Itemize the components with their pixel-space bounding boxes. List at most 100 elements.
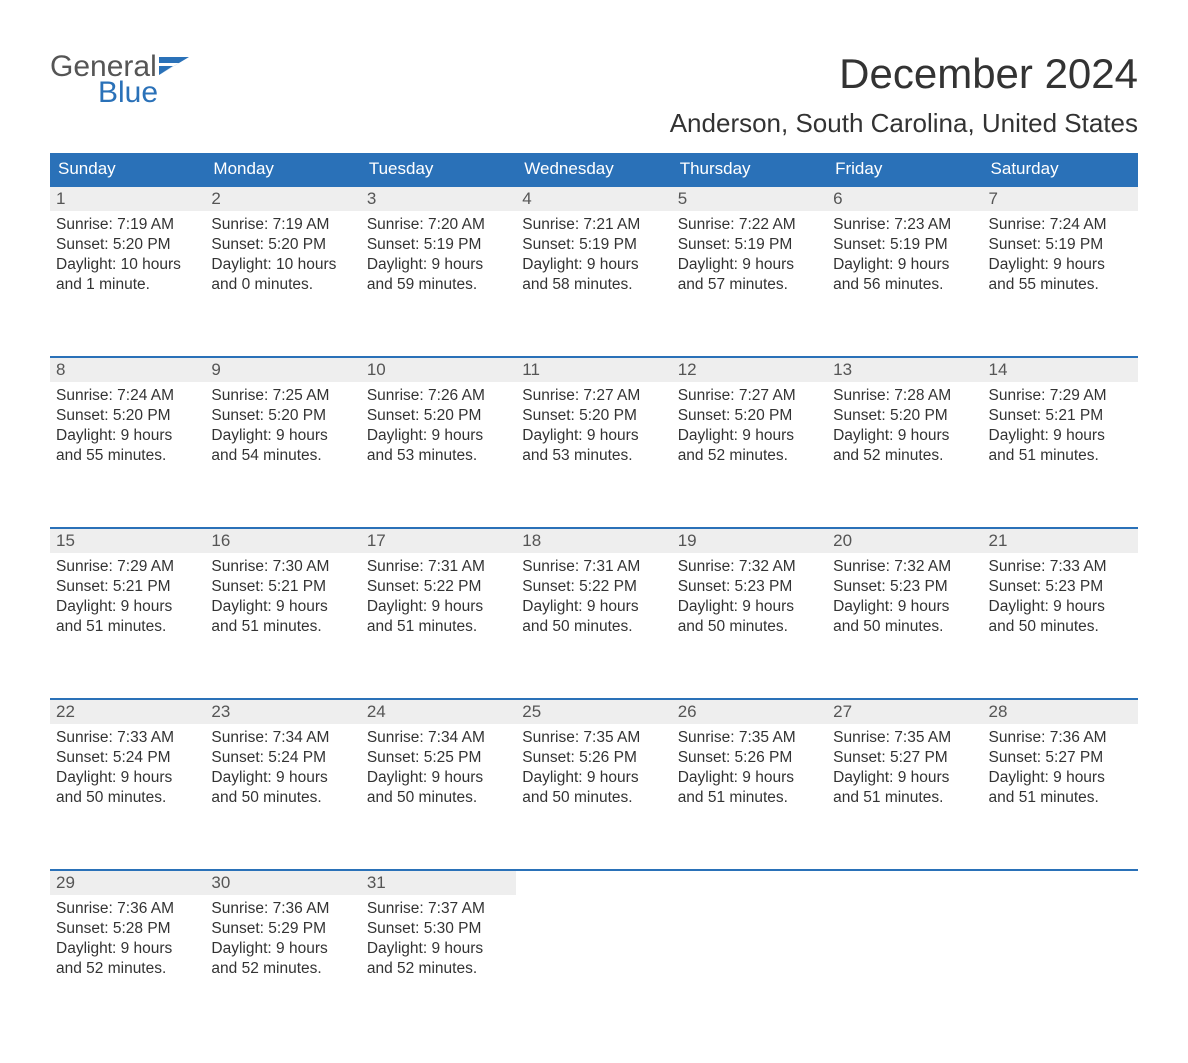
day-number-cell: 21 bbox=[983, 528, 1138, 553]
sunrise-line: Sunrise: 7:35 AM bbox=[833, 728, 976, 748]
day-content-cell: Sunrise: 7:36 AMSunset: 5:28 PMDaylight:… bbox=[50, 895, 205, 1023]
daylight-line-2: and 54 minutes. bbox=[211, 446, 354, 466]
daylight-line-1: Daylight: 9 hours bbox=[833, 426, 976, 446]
daylight-line-1: Daylight: 9 hours bbox=[211, 597, 354, 617]
day-content-cell: Sunrise: 7:21 AMSunset: 5:19 PMDaylight:… bbox=[516, 211, 671, 339]
day-content-cell: Sunrise: 7:27 AMSunset: 5:20 PMDaylight:… bbox=[516, 382, 671, 510]
week-daynum-row: 1234567 bbox=[50, 186, 1138, 211]
day-content-cell: Sunrise: 7:25 AMSunset: 5:20 PMDaylight:… bbox=[205, 382, 360, 510]
daylight-line-1: Daylight: 9 hours bbox=[678, 597, 821, 617]
sunrise-line: Sunrise: 7:33 AM bbox=[989, 557, 1132, 577]
sunrise-line: Sunrise: 7:19 AM bbox=[56, 215, 199, 235]
sunset-line: Sunset: 5:21 PM bbox=[989, 406, 1132, 426]
daylight-line-2: and 58 minutes. bbox=[522, 275, 665, 295]
week-daynum-row: 891011121314 bbox=[50, 357, 1138, 382]
daylight-line-1: Daylight: 9 hours bbox=[56, 426, 199, 446]
sunset-line: Sunset: 5:22 PM bbox=[522, 577, 665, 597]
day-content-cell: Sunrise: 7:37 AMSunset: 5:30 PMDaylight:… bbox=[361, 895, 516, 1023]
sunset-line: Sunset: 5:20 PM bbox=[56, 406, 199, 426]
day-number-cell: 22 bbox=[50, 699, 205, 724]
day-content-cell: Sunrise: 7:32 AMSunset: 5:23 PMDaylight:… bbox=[672, 553, 827, 681]
daylight-line-2: and 59 minutes. bbox=[367, 275, 510, 295]
daylight-line-1: Daylight: 9 hours bbox=[833, 597, 976, 617]
daylight-line-2: and 51 minutes. bbox=[678, 788, 821, 808]
week-daynum-row: 22232425262728 bbox=[50, 699, 1138, 724]
daylight-line-1: Daylight: 10 hours bbox=[56, 255, 199, 275]
daylight-line-1: Daylight: 9 hours bbox=[367, 597, 510, 617]
day-header: Wednesday bbox=[516, 153, 671, 186]
sunset-line: Sunset: 5:27 PM bbox=[989, 748, 1132, 768]
day-number-cell: 26 bbox=[672, 699, 827, 724]
sunset-line: Sunset: 5:23 PM bbox=[678, 577, 821, 597]
sunset-line: Sunset: 5:20 PM bbox=[211, 235, 354, 255]
sunrise-line: Sunrise: 7:31 AM bbox=[522, 557, 665, 577]
day-number-cell: 23 bbox=[205, 699, 360, 724]
daylight-line-2: and 50 minutes. bbox=[522, 788, 665, 808]
sunrise-line: Sunrise: 7:34 AM bbox=[211, 728, 354, 748]
daylight-line-1: Daylight: 9 hours bbox=[678, 768, 821, 788]
daylight-line-2: and 53 minutes. bbox=[367, 446, 510, 466]
daylight-line-2: and 56 minutes. bbox=[833, 275, 976, 295]
day-number-cell: 19 bbox=[672, 528, 827, 553]
sunset-line: Sunset: 5:21 PM bbox=[211, 577, 354, 597]
daylight-line-2: and 50 minutes. bbox=[367, 788, 510, 808]
daylight-line-1: Daylight: 9 hours bbox=[56, 768, 199, 788]
daylight-line-1: Daylight: 9 hours bbox=[367, 939, 510, 959]
sunset-line: Sunset: 5:25 PM bbox=[367, 748, 510, 768]
daylight-line-2: and 52 minutes. bbox=[211, 959, 354, 979]
daylight-line-1: Daylight: 9 hours bbox=[56, 939, 199, 959]
day-number-cell: 5 bbox=[672, 186, 827, 211]
sunrise-line: Sunrise: 7:36 AM bbox=[989, 728, 1132, 748]
spacer-cell bbox=[50, 852, 1138, 870]
daylight-line-1: Daylight: 9 hours bbox=[678, 255, 821, 275]
week-content-row: Sunrise: 7:29 AMSunset: 5:21 PMDaylight:… bbox=[50, 553, 1138, 681]
day-content-cell: Sunrise: 7:27 AMSunset: 5:20 PMDaylight:… bbox=[672, 382, 827, 510]
day-content-cell: Sunrise: 7:31 AMSunset: 5:22 PMDaylight:… bbox=[516, 553, 671, 681]
sunset-line: Sunset: 5:24 PM bbox=[56, 748, 199, 768]
sunset-line: Sunset: 5:20 PM bbox=[56, 235, 199, 255]
day-number-cell: 3 bbox=[361, 186, 516, 211]
sunset-line: Sunset: 5:27 PM bbox=[833, 748, 976, 768]
day-content-cell: Sunrise: 7:33 AMSunset: 5:24 PMDaylight:… bbox=[50, 724, 205, 852]
sunset-line: Sunset: 5:19 PM bbox=[678, 235, 821, 255]
week-daynum-row: 293031 bbox=[50, 870, 1138, 895]
daylight-line-1: Daylight: 9 hours bbox=[211, 426, 354, 446]
day-number-cell: 31 bbox=[361, 870, 516, 895]
sunset-line: Sunset: 5:20 PM bbox=[833, 406, 976, 426]
day-number-cell: 11 bbox=[516, 357, 671, 382]
daylight-line-1: Daylight: 9 hours bbox=[367, 255, 510, 275]
daylight-line-2: and 50 minutes. bbox=[56, 788, 199, 808]
sunset-line: Sunset: 5:28 PM bbox=[56, 919, 199, 939]
sunset-line: Sunset: 5:20 PM bbox=[678, 406, 821, 426]
day-content-cell: Sunrise: 7:26 AMSunset: 5:20 PMDaylight:… bbox=[361, 382, 516, 510]
daylight-line-1: Daylight: 9 hours bbox=[833, 768, 976, 788]
daylight-line-1: Daylight: 9 hours bbox=[522, 255, 665, 275]
day-content-cell: Sunrise: 7:28 AMSunset: 5:20 PMDaylight:… bbox=[827, 382, 982, 510]
sunrise-line: Sunrise: 7:35 AM bbox=[678, 728, 821, 748]
day-header: Tuesday bbox=[361, 153, 516, 186]
daylight-line-2: and 50 minutes. bbox=[678, 617, 821, 637]
day-content-cell: Sunrise: 7:36 AMSunset: 5:29 PMDaylight:… bbox=[205, 895, 360, 1023]
daylight-line-1: Daylight: 9 hours bbox=[989, 597, 1132, 617]
sunrise-line: Sunrise: 7:30 AM bbox=[211, 557, 354, 577]
daylight-line-2: and 55 minutes. bbox=[56, 446, 199, 466]
logo-word-blue: Blue bbox=[98, 76, 158, 110]
sunrise-line: Sunrise: 7:34 AM bbox=[367, 728, 510, 748]
day-number-cell: 30 bbox=[205, 870, 360, 895]
day-header: Monday bbox=[205, 153, 360, 186]
daylight-line-1: Daylight: 9 hours bbox=[522, 597, 665, 617]
day-number-cell: 14 bbox=[983, 357, 1138, 382]
daylight-line-1: Daylight: 10 hours bbox=[211, 255, 354, 275]
daylight-line-2: and 51 minutes. bbox=[367, 617, 510, 637]
daylight-line-1: Daylight: 9 hours bbox=[678, 426, 821, 446]
day-number-cell: 20 bbox=[827, 528, 982, 553]
sunset-line: Sunset: 5:23 PM bbox=[833, 577, 976, 597]
spacer-cell bbox=[50, 510, 1138, 528]
day-content-cell: Sunrise: 7:24 AMSunset: 5:20 PMDaylight:… bbox=[50, 382, 205, 510]
daylight-line-1: Daylight: 9 hours bbox=[522, 768, 665, 788]
sunrise-line: Sunrise: 7:26 AM bbox=[367, 386, 510, 406]
day-header: Friday bbox=[827, 153, 982, 186]
sunrise-line: Sunrise: 7:25 AM bbox=[211, 386, 354, 406]
day-number-cell: 10 bbox=[361, 357, 516, 382]
daylight-line-1: Daylight: 9 hours bbox=[367, 768, 510, 788]
